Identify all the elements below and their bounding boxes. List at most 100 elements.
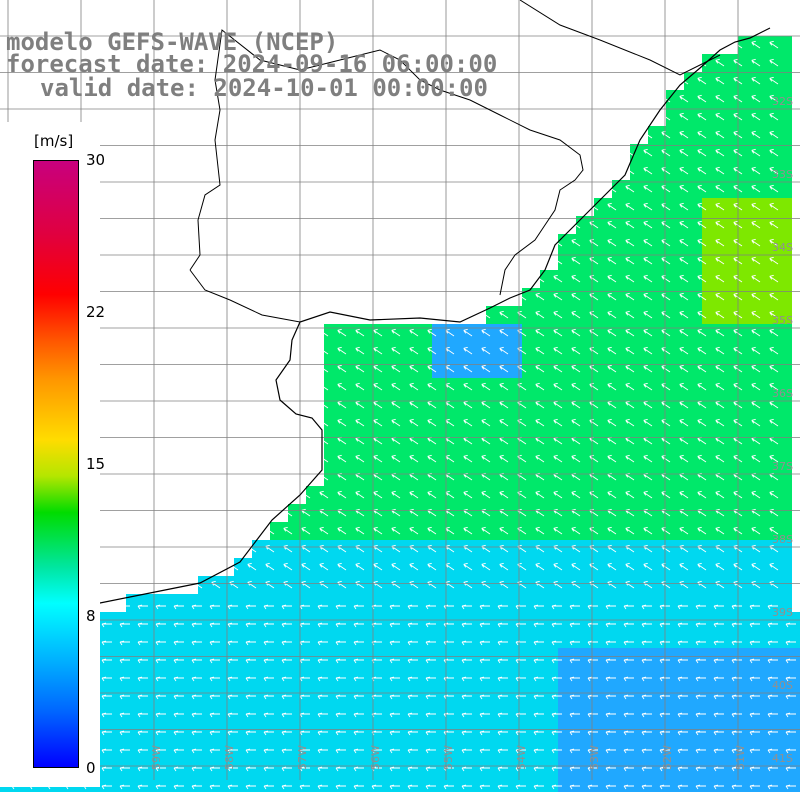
wind-cell bbox=[576, 216, 594, 234]
wind-cell bbox=[432, 450, 450, 468]
wind-cell bbox=[522, 612, 540, 630]
wind-cell bbox=[342, 342, 360, 360]
wind-cell bbox=[774, 306, 792, 324]
wind-arrow bbox=[625, 490, 635, 499]
wind-cell bbox=[702, 216, 720, 234]
wind-arrow bbox=[679, 526, 689, 535]
wind-arrow bbox=[535, 310, 545, 319]
wind-cell bbox=[252, 774, 270, 792]
wind-cell bbox=[774, 360, 792, 378]
wind-cell bbox=[738, 666, 756, 684]
wind-cell bbox=[342, 666, 360, 684]
wind-arrow bbox=[155, 766, 166, 772]
wind-arrow bbox=[533, 658, 544, 664]
wind-arrow bbox=[263, 730, 274, 736]
wind-arrow bbox=[119, 640, 130, 646]
wind-cell bbox=[450, 342, 468, 360]
wind-cell bbox=[684, 342, 702, 360]
wind-arrow bbox=[607, 328, 617, 337]
wind-arrow bbox=[697, 292, 707, 301]
wind-cell bbox=[270, 666, 288, 684]
wind-arrow bbox=[227, 766, 238, 772]
wind-arrow bbox=[695, 622, 706, 628]
wind-arrow bbox=[767, 676, 778, 682]
wind-arrow bbox=[551, 640, 562, 646]
wind-cell bbox=[594, 702, 612, 720]
wind-cell bbox=[774, 90, 792, 108]
wind-cell bbox=[774, 468, 792, 486]
wind-arrow bbox=[389, 604, 400, 610]
wind-arrow bbox=[571, 256, 581, 265]
wind-cell bbox=[648, 594, 666, 612]
wind-arrow bbox=[641, 622, 652, 628]
wind-arrow bbox=[695, 784, 706, 790]
wind-arrow bbox=[533, 730, 544, 736]
wind-cell bbox=[630, 612, 648, 630]
wind-cell bbox=[666, 540, 684, 558]
wind-arrow bbox=[767, 730, 778, 736]
wind-arrow bbox=[463, 364, 473, 373]
wind-arrow bbox=[101, 766, 112, 772]
wind-cell bbox=[630, 144, 648, 162]
wind-cell bbox=[792, 702, 800, 720]
wind-cell bbox=[576, 612, 594, 630]
wind-cell bbox=[720, 198, 738, 216]
wind-cell bbox=[540, 630, 558, 648]
wind-cell bbox=[198, 630, 216, 648]
wind-arrow bbox=[535, 490, 545, 499]
wind-arrow bbox=[553, 418, 563, 427]
wind-arrow bbox=[679, 562, 689, 571]
wind-cell bbox=[378, 774, 396, 792]
wind-cell bbox=[108, 630, 126, 648]
wind-cell bbox=[360, 468, 378, 486]
wind-cell bbox=[396, 342, 414, 360]
wind-cell bbox=[558, 576, 576, 594]
wind-arrow bbox=[479, 676, 490, 682]
wind-cell bbox=[522, 486, 540, 504]
wind-arrow bbox=[191, 694, 202, 700]
wind-cell bbox=[540, 594, 558, 612]
wind-arrow bbox=[751, 130, 761, 139]
wind-cell bbox=[396, 468, 414, 486]
wind-cell bbox=[630, 396, 648, 414]
wind-cell bbox=[414, 450, 432, 468]
wind-cell bbox=[576, 522, 594, 540]
wind-cell bbox=[756, 630, 774, 648]
wind-cell bbox=[126, 666, 144, 684]
wind-cell bbox=[522, 648, 540, 666]
wind-arrow bbox=[355, 328, 365, 337]
wind-cell bbox=[324, 738, 342, 756]
wind-arrow bbox=[535, 526, 545, 535]
wind-arrow bbox=[641, 694, 652, 700]
wind-cell bbox=[648, 558, 666, 576]
wind-arrow bbox=[731, 730, 742, 736]
wind-arrow bbox=[191, 604, 202, 610]
wind-arrow bbox=[679, 328, 689, 337]
wind-arrow bbox=[263, 604, 274, 610]
wind-cell bbox=[576, 306, 594, 324]
wind-arrow bbox=[263, 784, 274, 790]
wind-cell bbox=[702, 234, 720, 252]
wind-cell bbox=[396, 630, 414, 648]
wind-cell bbox=[774, 558, 792, 576]
wind-cell bbox=[486, 468, 504, 486]
wind-cell bbox=[288, 702, 306, 720]
wind-cell bbox=[648, 432, 666, 450]
wind-cell bbox=[324, 342, 342, 360]
wind-arrow bbox=[373, 400, 383, 409]
wind-cell bbox=[576, 432, 594, 450]
wind-arrow bbox=[679, 400, 689, 409]
wind-arrow bbox=[425, 604, 436, 610]
wind-cell bbox=[360, 702, 378, 720]
wind-arrow bbox=[119, 784, 130, 790]
wind-arrow bbox=[407, 676, 418, 682]
wind-arrow bbox=[391, 328, 401, 337]
wind-cell bbox=[252, 720, 270, 738]
wind-cell bbox=[702, 594, 720, 612]
wind-cell bbox=[720, 324, 738, 342]
wind-arrow bbox=[625, 526, 635, 535]
wind-cell bbox=[180, 738, 198, 756]
wind-cell bbox=[540, 378, 558, 396]
wind-arrow bbox=[281, 694, 292, 700]
wind-cell bbox=[468, 468, 486, 486]
